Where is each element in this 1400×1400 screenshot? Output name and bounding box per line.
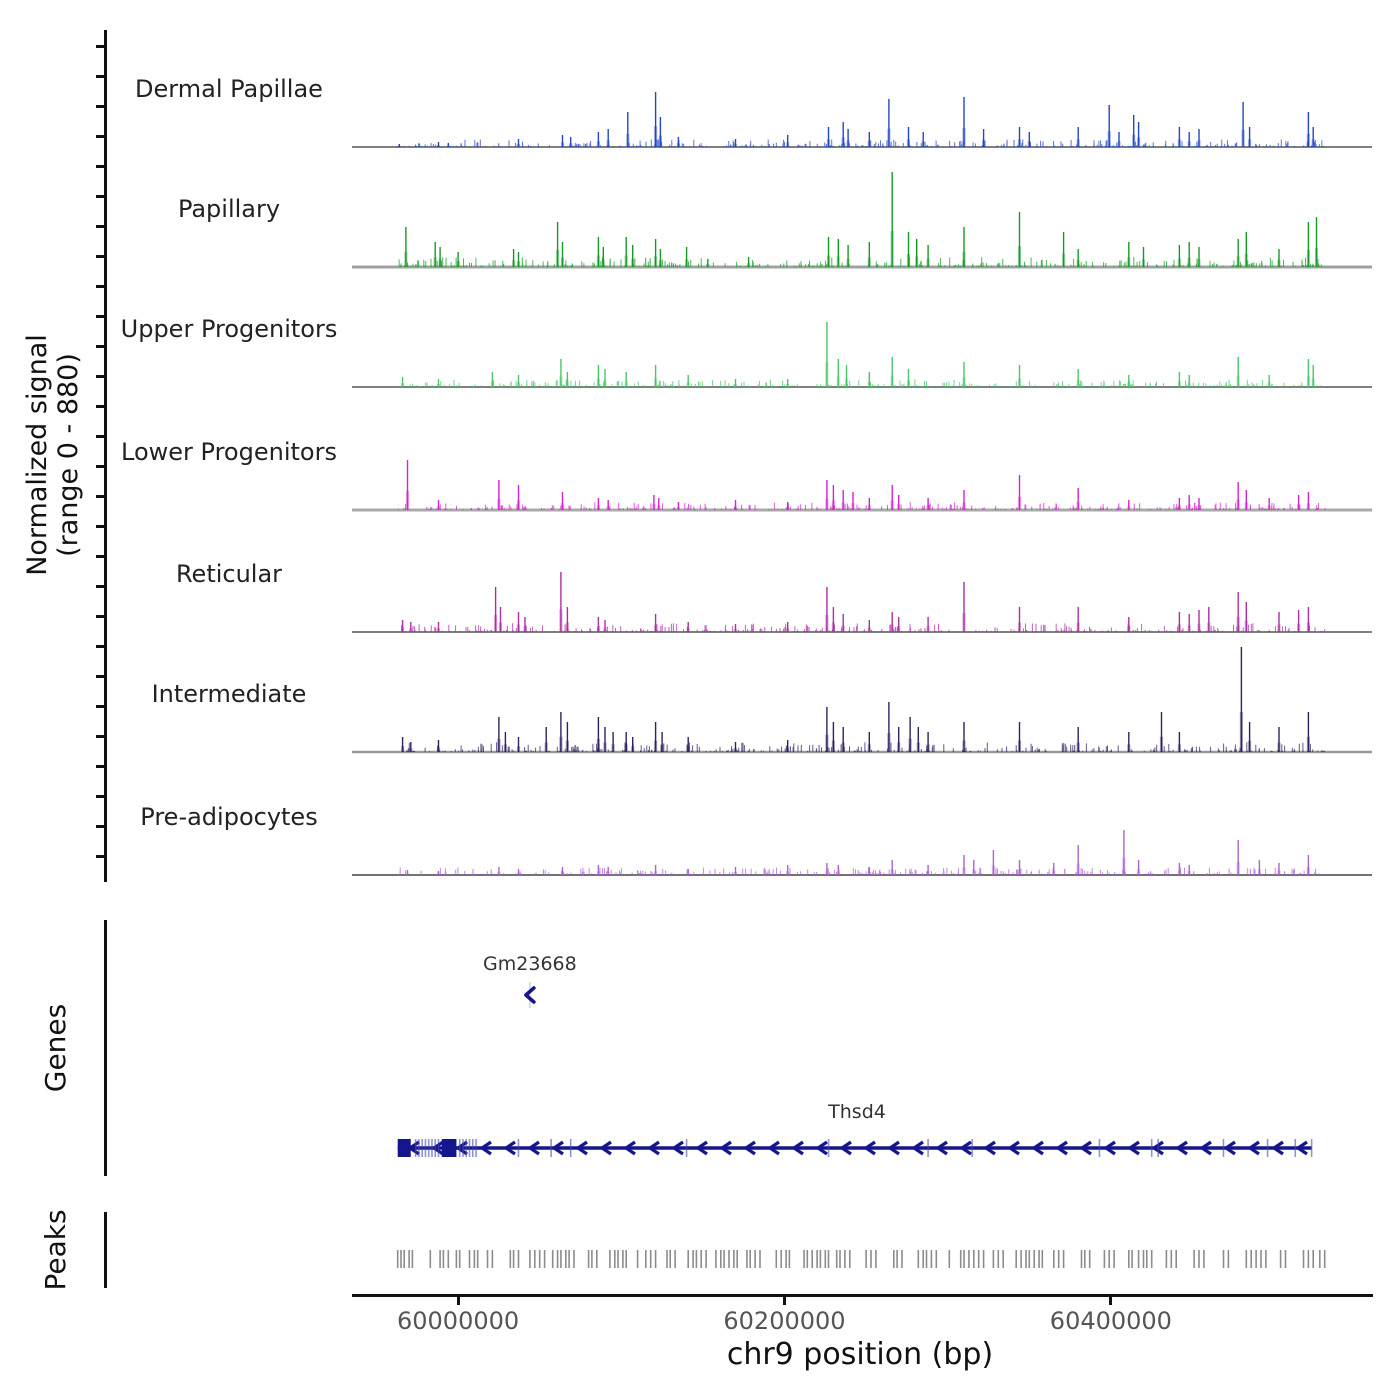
track-label-pre-adipocytes: Pre-adipocytes xyxy=(140,803,318,831)
signal-axis-tick xyxy=(96,855,104,858)
signal-axis-tick xyxy=(96,405,104,408)
signal-track-papillary xyxy=(352,172,1372,269)
signal-axis-tick xyxy=(96,375,104,378)
signal-axis-tick xyxy=(96,285,104,288)
signal-track-lower-progenitors xyxy=(352,460,1372,512)
signal-track-intermediate xyxy=(352,647,1372,754)
signal-track-upper-progenitors xyxy=(352,322,1372,388)
signal-axis-tick xyxy=(96,225,104,228)
signal-axis-tick xyxy=(96,45,104,48)
x-axis-tick xyxy=(1109,1296,1113,1305)
track-label-upper-progenitors: Upper Progenitors xyxy=(120,315,338,343)
signal-axis-tick xyxy=(96,645,104,648)
signal-track-pre-adipocytes xyxy=(352,830,1372,876)
genes-track: Gm23668 Thsd4 xyxy=(397,953,1313,1157)
signal-axis-tick xyxy=(96,195,104,198)
x-axis-tick-label: 60400000 xyxy=(1049,1307,1172,1335)
track-label-lower-progenitors: Lower Progenitors xyxy=(121,438,337,466)
track-label-reticular: Reticular xyxy=(175,560,283,588)
peaks-section-label: Peaks xyxy=(39,1209,72,1291)
signal-axis-tick xyxy=(96,615,104,618)
track-label-papillary: Papillary xyxy=(177,195,281,223)
genes-axis-line xyxy=(104,920,107,1176)
x-axis-title: chr9 position (bp) xyxy=(726,1337,994,1372)
signal-axis-tick xyxy=(96,345,104,348)
signal-track-reticular xyxy=(352,572,1372,633)
x-axis-tick-label: 60000000 xyxy=(397,1307,520,1335)
track-label-dermal-papillae: Dermal Papillae xyxy=(135,75,323,103)
signal-axis-tick xyxy=(96,825,104,828)
signal-axis-tick xyxy=(96,465,104,468)
gene-exon-block xyxy=(441,1139,457,1157)
x-axis-tick xyxy=(456,1296,460,1305)
signal-axis-tick xyxy=(96,735,104,738)
peaks-axis-line xyxy=(104,1212,107,1288)
signal-axis-tick xyxy=(96,495,104,498)
track-label-intermediate: Intermediate xyxy=(151,680,307,708)
signal-track-dermal-papillae xyxy=(352,92,1372,148)
gene-strand-arrow-gm23668 xyxy=(524,986,536,1004)
signal-axis-tick xyxy=(96,555,104,558)
signal-axis-tick xyxy=(96,435,104,438)
genes-section-label: Genes xyxy=(39,1003,72,1093)
signal-axis-tick xyxy=(96,525,104,528)
peaks-track xyxy=(396,1250,1326,1268)
signal-axis-line xyxy=(104,30,107,882)
y-axis-label-line2: (range 0 - 880) xyxy=(53,353,84,557)
y-axis-label: Normalized signal (range 0 - 880) xyxy=(22,215,84,695)
y-axis-label-line1: Normalized signal xyxy=(22,334,53,576)
signal-axis-tick xyxy=(96,255,104,258)
signal-axis-tick xyxy=(96,585,104,588)
signal-axis-tick xyxy=(96,165,104,168)
x-axis-tick xyxy=(782,1296,786,1305)
signal-axis-tick xyxy=(96,75,104,78)
signal-axis-tick xyxy=(96,135,104,138)
signal-axis-tick xyxy=(96,315,104,318)
gene-label-gm23668: Gm23668 xyxy=(483,953,577,975)
signal-axis-tick xyxy=(96,705,104,708)
signal-axis-tick xyxy=(96,765,104,768)
signal-axis-tick xyxy=(96,795,104,798)
signal-axis-tick xyxy=(96,675,104,678)
gene-exon-block xyxy=(397,1139,411,1157)
x-axis-tick-label: 60200000 xyxy=(723,1307,846,1335)
gene-label-thsd4: Thsd4 xyxy=(827,1101,886,1123)
x-axis-line xyxy=(352,1294,1373,1297)
signal-axis-tick xyxy=(96,105,104,108)
